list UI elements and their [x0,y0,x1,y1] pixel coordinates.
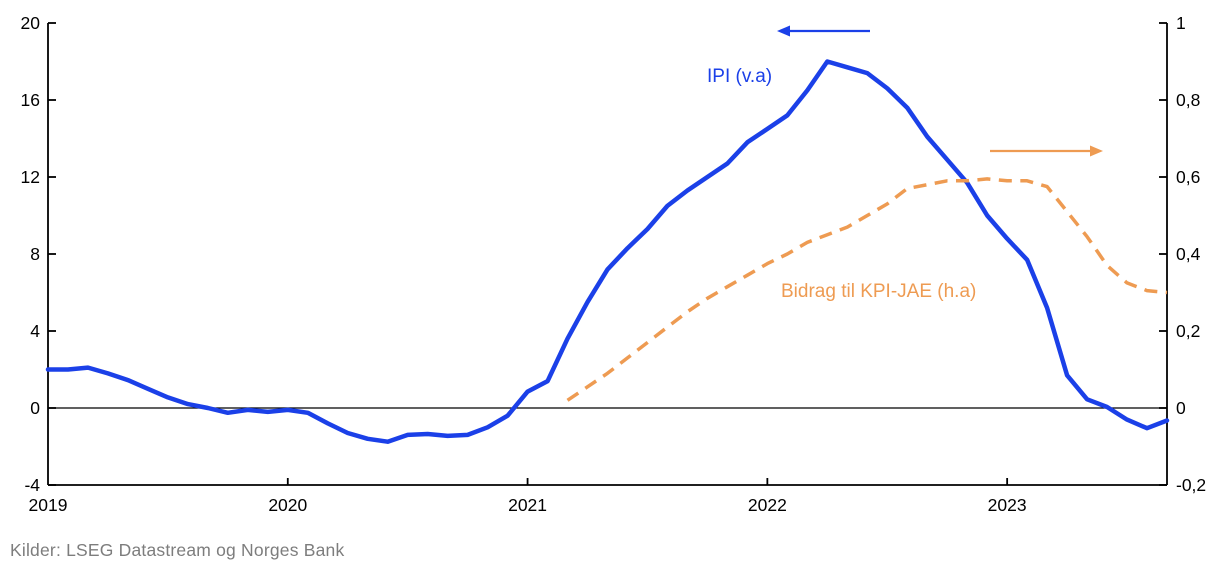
right-axis-tick-label: 0,8 [1176,90,1200,110]
right-axis-tick-label: 0,6 [1176,167,1200,187]
x-axis-tick-label: 2020 [268,495,307,515]
right-axis-tick-label: 0 [1176,398,1186,418]
source-caption: Kilder: LSEG Datastream og Norges Bank [10,540,345,560]
left-axis-tick-label: 16 [21,90,40,110]
left-axis-tick-label: 4 [30,321,40,341]
kpi-jae-contribution-line [566,177,1168,402]
left-axis-tick-label: -4 [24,475,40,495]
left-axis-arrow-head-icon [777,25,790,37]
x-axis-tick-label: 2021 [508,495,547,515]
right-axis-tick-label: 0,4 [1176,244,1201,264]
left-axis-tick-label: 20 [21,13,41,33]
ipi-line [45,59,1170,444]
x-axis-tick-label: 2023 [988,495,1027,515]
ipi-series-label: IPI (v.a) [707,66,772,87]
kpi-jae-series-label: Bidrag til KPI-JAE (h.a) [781,281,976,302]
left-axis-tick-label: 8 [30,244,40,264]
right-axis-arrow-head-icon [1090,145,1103,157]
right-axis-tick-label: 0,2 [1176,321,1200,341]
left-axis-tick-label: 0 [30,398,40,418]
right-axis-tick-label: 1 [1176,13,1186,33]
x-axis-tick-label: 2019 [29,495,68,515]
x-axis-tick-label: 2022 [748,495,787,515]
right-axis-tick-label: -0,2 [1176,475,1206,495]
left-axis-tick-label: 12 [21,167,40,187]
